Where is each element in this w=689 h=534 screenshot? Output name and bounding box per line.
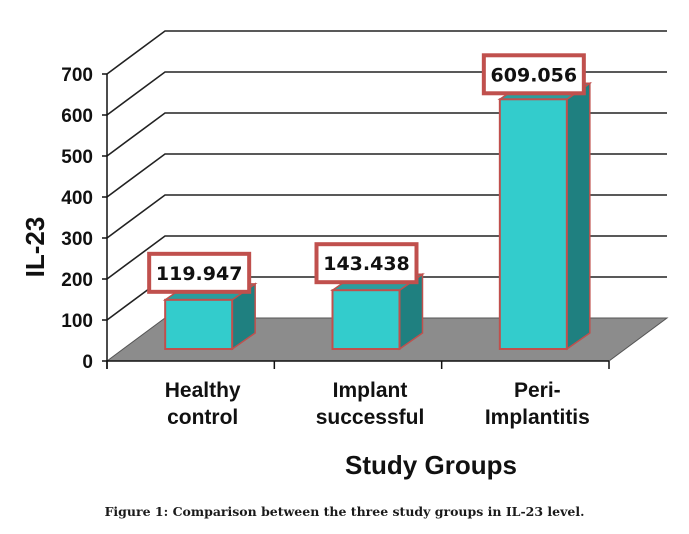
y-tick-label: 0: [82, 352, 93, 373]
il23-bar-chart: 0 100 200 300 400 500 600 700 119.947 143.438 609…: [20, 30, 669, 480]
x-axis: [106, 360, 610, 369]
x-axis-title: Study Groups: [345, 450, 517, 480]
category-labels: Healthy control Implant successful Peri- Impl…: [165, 379, 590, 429]
gridlines: [106, 30, 667, 321]
data-label: 143.438: [314, 242, 419, 285]
data-labels: 119.947 143.438 609.056: [147, 53, 586, 294]
y-axis-title: IL-23: [20, 217, 50, 278]
bar-front: [498, 98, 568, 351]
data-label-text: 119.947: [156, 263, 243, 285]
gridline: [106, 30, 667, 75]
y-tick-label: 600: [61, 106, 93, 127]
figure-caption: Figure 1: Comparison between the three s…: [104, 504, 585, 519]
category-label: Implantitis: [485, 406, 590, 429]
bar-front: [331, 289, 401, 351]
data-label: 609.056: [481, 53, 586, 96]
bar: [497, 81, 593, 351]
bars: [162, 81, 593, 351]
data-label-box: [481, 53, 586, 96]
category-label: Healthy: [165, 379, 241, 402]
bar-front: [164, 298, 234, 350]
y-tick-label: 400: [61, 188, 93, 209]
y-tick-label: 100: [61, 311, 93, 332]
y-tick-label: 700: [61, 65, 93, 86]
category-label: control: [167, 406, 238, 429]
data-label-text: 609.056: [491, 64, 578, 86]
y-axis: 0 100 200 300 400 500 600 700: [61, 65, 108, 373]
bar-side: [566, 81, 591, 351]
y-tick-label: 200: [61, 270, 93, 291]
category-label: Peri-: [514, 379, 561, 402]
data-label: 119.947: [147, 251, 252, 294]
category-label: successful: [316, 406, 425, 429]
data-label-box: [147, 251, 252, 294]
bar: [330, 272, 425, 351]
y-tick-label: 500: [61, 147, 93, 168]
category-label: Implant: [333, 379, 408, 402]
data-label-box: [314, 242, 419, 285]
y-tick-label: 300: [61, 229, 93, 250]
data-label-text: 143.438: [323, 253, 410, 275]
